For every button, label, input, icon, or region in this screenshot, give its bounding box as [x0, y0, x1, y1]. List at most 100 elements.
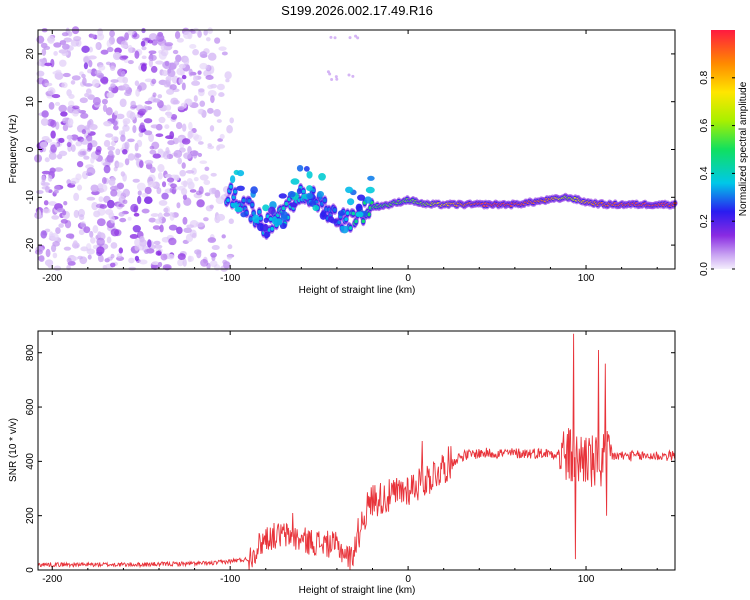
spectrogram-noise-blob [122, 44, 129, 49]
snr-y-tick-label: 600 [25, 398, 36, 415]
spectrogram-noise-blob [196, 199, 205, 208]
spectrogram-ridge-blob [306, 192, 314, 200]
spectrogram-noise-blob [51, 215, 60, 220]
spectrogram-noise-blob [154, 218, 163, 224]
spectrogram-ridge-blob [337, 210, 345, 217]
spectrogram-noise-blob [189, 43, 197, 49]
spectrogram-noise-blob [99, 204, 108, 209]
spectrogram-noise-blob [50, 130, 56, 139]
spectrogram-noise-blob [158, 200, 168, 206]
spectrogram-noise-blob [199, 160, 208, 164]
spectrogram-noise-blob [176, 37, 184, 43]
spectrogram-ridge-blob [229, 175, 236, 184]
spectrogram-noise-blob [333, 36, 337, 40]
spectrogram-noise-blob [222, 259, 228, 265]
spectrogram-ridge-blob [250, 186, 258, 194]
spectrogram-ridge-blob [340, 225, 349, 234]
spectrogram-noise-blob [71, 75, 81, 81]
spectrogram-noise-blob [177, 106, 185, 111]
spectrogram-noise-blob [151, 78, 157, 85]
spectrogram-noise-blob [328, 72, 332, 76]
colorbar-tick-label: 0.0 [699, 262, 710, 276]
spectrogram-noise-blob [118, 247, 124, 254]
spectrogram-ridge-core [241, 198, 246, 203]
spectrogram-noise-blob [143, 118, 153, 124]
spectrogram-noise-blob [50, 232, 59, 242]
spectrogram-ridge-blob [365, 186, 375, 194]
spectrogram-noise-blob [176, 67, 185, 76]
spectrogram-noise-blob [72, 105, 80, 110]
spectrogram-ridge-blob [355, 211, 364, 218]
spectrogram-noise-blob [106, 92, 115, 99]
spectrogram-noise-blob [109, 30, 115, 38]
spectrogram-ridge-blob [347, 198, 355, 206]
spectrogram-noise-blob [66, 264, 71, 271]
spectrogram-noise-blob [110, 242, 118, 249]
spectrogram-ridge-blob [268, 206, 276, 215]
spectrogram-noise-blob [122, 76, 129, 84]
spectrogram-noise-blob [164, 124, 170, 129]
spectrogram-noise-blob [135, 88, 140, 97]
spectrogram-noise-blob [175, 122, 183, 130]
snr-frame [37, 330, 676, 571]
spectrogram-noise-blob [68, 93, 75, 100]
spectrogram-noise-blob [65, 233, 75, 239]
spectrogram-noise-blob [152, 98, 161, 103]
spectrogram-noise-blob [144, 130, 153, 136]
spectrogram-noise-blob [121, 70, 126, 77]
spectrogram-ridge-blob [296, 164, 304, 172]
spectrogram-noise-blob [93, 210, 101, 218]
spectrogram-noise-blob [134, 80, 140, 87]
spectrogram-noise-blob [155, 250, 162, 256]
spectrogram-noise-blob [173, 149, 183, 158]
spectrogram-noise-blob [60, 111, 68, 117]
spectrogram-noise-blob [226, 124, 233, 134]
spectrogram-noise-blob [173, 60, 180, 66]
spectrogram-noise-blob [156, 187, 162, 195]
spectrogram-noise-blob [183, 56, 190, 66]
spectrogram-ridge-blob [287, 191, 296, 198]
spectrogram-ridge-core [344, 217, 348, 222]
spectrogram-noise-blob [105, 107, 113, 116]
spectrogram-noise-blob [36, 77, 45, 85]
spectrogram-noise-blob [82, 77, 87, 86]
spectrogram-noise-blob [106, 236, 112, 244]
spectrogram-noise-blob [134, 255, 140, 261]
spectrogram-noise-blob [58, 49, 68, 54]
spectrogram-noise-blob [178, 77, 183, 85]
spectrogram-noise-blob [183, 227, 192, 234]
spectrogram-noise-blob [124, 158, 130, 166]
spectrogram-noise-blob [187, 181, 195, 190]
spectrogram-noise-blob [135, 153, 142, 158]
spectrogram-noise-blob [100, 49, 109, 55]
spectrogram-noise-blob [119, 195, 126, 201]
spectrogram-noise-blob [122, 173, 127, 182]
spectrogram-ridge-core [251, 211, 256, 216]
spectrogram-ridge-blob [296, 187, 302, 195]
spectrogram-noise-blob [61, 82, 68, 89]
spectrogram-noise-blob [75, 141, 82, 147]
spectrogram-ridge-blob [262, 204, 270, 212]
spectrogram-noise-blob [169, 131, 175, 140]
spectrogram-noise-blob [68, 100, 75, 108]
spectrogram-noise-blob [107, 146, 115, 151]
spectrogram-noise-blob [122, 148, 128, 155]
spectrogram-noise-blob [86, 136, 93, 142]
spectrogram-noise-blob [216, 119, 222, 123]
spectrogram-noise-blob [170, 113, 178, 120]
spectrogram-noise-blob [78, 214, 85, 221]
spectrogram-noise-blob [58, 150, 68, 157]
spectrogram-noise-blob [111, 136, 119, 142]
spectrogram-noise-blob [144, 186, 152, 195]
snr-y-label: SNR (10 * v/v) [8, 418, 19, 482]
spectrogram-noise-blob [89, 230, 94, 238]
spectrogram-noise-blob [138, 259, 148, 265]
spectrogram-noise-blob [70, 256, 79, 261]
spectrogram-noise-blob [207, 52, 217, 61]
spectrogram-y-tick-label: 0 [25, 146, 36, 152]
spectrogram-noise-blob [67, 118, 74, 127]
spectrogram-noise-blob [183, 152, 192, 160]
spectrogram-noise-blob [130, 100, 136, 108]
spectrogram-noise-blob [62, 210, 67, 216]
spectrogram-noise-blob [127, 44, 133, 54]
